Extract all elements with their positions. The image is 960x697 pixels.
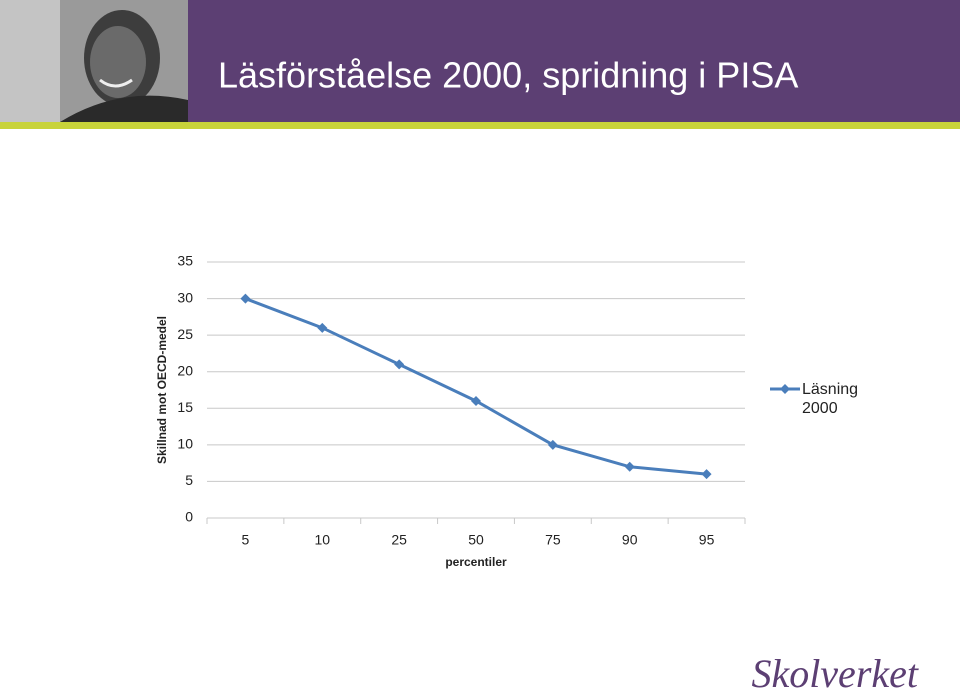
x-tick-label: 90 — [622, 532, 638, 548]
y-tick-label: 10 — [177, 436, 193, 452]
x-axis-label: percentiler — [445, 555, 507, 569]
y-tick-label: 5 — [185, 472, 193, 488]
y-tick-label: 15 — [177, 399, 193, 415]
y-tick-label: 30 — [177, 289, 193, 305]
photo — [0, 0, 188, 122]
y-tick-label: 35 — [177, 253, 193, 269]
y-tick-label: 20 — [177, 362, 193, 378]
data-line — [244, 297, 707, 476]
y-tick-label: 25 — [177, 326, 193, 342]
data-point — [624, 461, 635, 472]
data-point — [471, 395, 481, 406]
data-point — [547, 439, 558, 450]
slide-title: Läsförståelse 2000, spridning i PISA — [218, 55, 798, 96]
data-point — [317, 322, 328, 333]
x-tick-label: 75 — [545, 532, 561, 548]
header-stripe — [0, 122, 960, 129]
y-tick-label: 0 — [185, 509, 193, 525]
data-point — [701, 469, 712, 480]
data-point — [394, 359, 405, 370]
y-axis-label: Skillnad mot OECD-medel — [155, 316, 169, 464]
logo: Skolverket — [751, 651, 918, 696]
x-tick-label: 5 — [242, 532, 250, 548]
x-tick-label: 95 — [699, 532, 715, 548]
x-tick-label: 25 — [391, 532, 407, 548]
data-point — [240, 293, 251, 304]
x-tick-label: 50 — [468, 532, 484, 548]
x-tick-label: 10 — [314, 532, 330, 548]
legend-marker — [780, 384, 790, 394]
legend-label: Läsning 2000 — [802, 381, 859, 417]
